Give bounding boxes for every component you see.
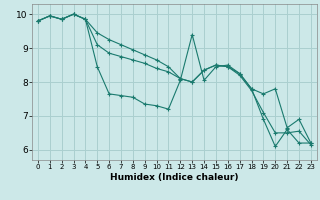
X-axis label: Humidex (Indice chaleur): Humidex (Indice chaleur) <box>110 173 239 182</box>
